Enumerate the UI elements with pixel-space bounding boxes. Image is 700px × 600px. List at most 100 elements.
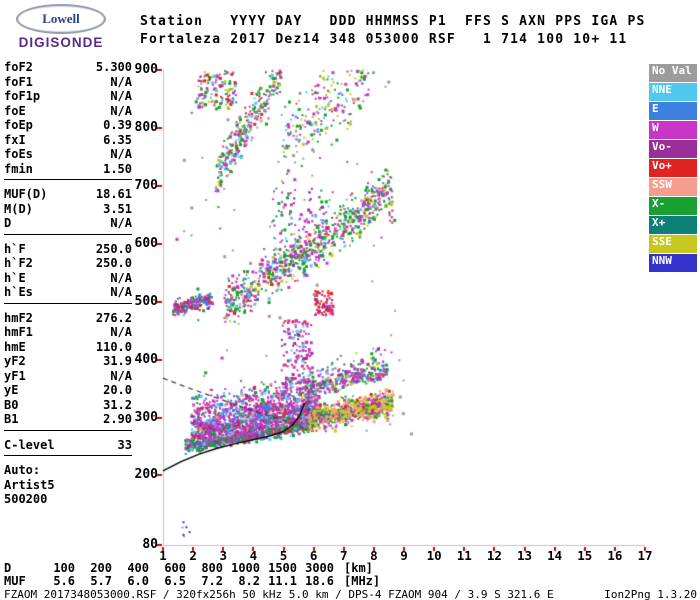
param-row-fof2: foF2 5.300 (4, 60, 132, 75)
legend-item-nne: NNE (649, 83, 697, 101)
param-row-h-e: h`E N/A (4, 271, 132, 286)
param-label: C-level (4, 437, 55, 452)
legend-item-e: E (649, 102, 697, 120)
param-label: hmF2 (4, 310, 33, 325)
distance-row-label: D (4, 561, 12, 575)
param-group: hmF2 276.2 hmF1 N/A hmE 110.0 yF2 31.9 yF1 N/A yE 2… (4, 311, 132, 431)
param-label: fxI (4, 132, 26, 147)
y-tick-label: 200 (134, 467, 158, 483)
param-row-hmf1: hmF1 N/A (4, 325, 132, 340)
status-file-info: FZAOM_2017348053000.RSF / 320fx256h 50 k… (4, 588, 554, 600)
param-value: N/A (110, 103, 132, 118)
param-row-hme: hmE 110.0 (4, 340, 132, 355)
param-row-fof1: foF1 N/A (4, 75, 132, 90)
param-value: 1.50 (103, 161, 132, 176)
param-label: D (4, 216, 12, 230)
param-value: N/A (110, 285, 132, 299)
param-value: N/A (110, 147, 132, 161)
param-row-auto: Auto: (4, 463, 132, 478)
muf-row-cell: 18.6 (305, 574, 334, 588)
param-value: 250.0 (95, 241, 132, 256)
param-value: N/A (110, 270, 132, 285)
x-tick-label: 3 (219, 548, 228, 563)
station-header-values: Fortaleza 2017 Dez14 348 053000 RSF 1 71… (140, 32, 628, 47)
param-label: hmE (4, 339, 26, 354)
param-group: C-level 33 (4, 438, 132, 456)
distance-row-cell: 3000 (305, 561, 334, 575)
y-tick-label: 80 (142, 537, 158, 552)
y-tick-label: 700 (134, 177, 158, 193)
distance-row-cell: 600 (164, 561, 186, 575)
param-row-h-f2: h`F2 250.0 (4, 256, 132, 271)
muf-row-cell: 5.7 (90, 574, 112, 588)
x-tick-label: 1 (159, 548, 167, 563)
param-label: h`E (4, 270, 26, 285)
param-value: N/A (110, 325, 132, 339)
param-row-500200: 500200 (4, 492, 132, 507)
param-row-h-es: h`Es N/A (4, 285, 132, 300)
legend-item-ssw: SSW (649, 178, 697, 196)
echo-direction-legend: No Val NNE E W Vo- Vo+ SSW X- X+ SSE NNW (649, 64, 697, 273)
param-label: h`F2 (4, 256, 33, 270)
x-tick-label: 16 (607, 548, 623, 563)
distance-row-cell: 800 (201, 561, 223, 575)
param-group: MUF(D) 18.61 M(D) 3.51 D N/A (4, 187, 132, 235)
param-value: 250.0 (95, 256, 132, 270)
logo-lowell-text: Lowell (42, 11, 80, 26)
distance-row-unit: [km] (344, 561, 373, 575)
distance-row-cell: 1500 (268, 561, 297, 575)
param-value: 2.90 (103, 412, 132, 426)
lowell-digisonde-logo: Lowell DIGISONDE (6, 4, 116, 50)
muf-row-cell: 7.2 (201, 574, 223, 588)
param-row-c-level: C-level 33 (4, 438, 132, 453)
param-row-artist5: Artist5 (4, 478, 132, 493)
y-tick-label: 300 (134, 409, 158, 425)
legend-item-sse: SSE (649, 235, 697, 253)
param-group: Auto: Artist5 500200 (4, 463, 132, 510)
param-row-foe: foE N/A (4, 104, 132, 119)
y-tick-label: 400 (134, 351, 158, 367)
muf-row-unit: [MHz] (344, 574, 381, 588)
param-label: B0 (4, 397, 19, 412)
param-label: foF1 (4, 74, 33, 89)
status-bar: FZAOM_2017348053000.RSF / 320fx256h 50 k… (4, 588, 697, 600)
param-label: B1 (4, 412, 19, 426)
muf-row-cell: 6.5 (164, 574, 186, 588)
y-tick-label: 900 (134, 62, 158, 77)
y-tick-label: 800 (134, 119, 158, 135)
x-tick-label: 14 (547, 548, 563, 563)
status-program-version: Ion2Png 1.3.20 (604, 588, 697, 600)
param-value: 3.51 (103, 201, 132, 216)
muf-row-cell: 5.6 (53, 574, 75, 588)
param-label: foF1p (4, 89, 41, 103)
param-label: yF1 (4, 368, 26, 383)
param-value: 276.2 (95, 310, 132, 325)
param-value: N/A (110, 368, 132, 383)
legend-item-x: X+ (649, 216, 697, 234)
distance-muf-table: D 100 200 400 600 800 1000 1500 3000 [km] MUF 5.6 5.… (4, 562, 380, 588)
x-tick-label: 4 (249, 548, 258, 563)
distance-row: D 100 200 400 600 800 1000 1500 3000 [km] (4, 562, 380, 575)
param-group: foF2 5.300 foF1 N/A foF1p N/A foE N/A foEp 0.39 fx… (4, 60, 132, 180)
parameter-panel: foF2 5.300 foF1 N/A foF1p N/A foE N/A foEp 0.39 fx… (4, 60, 132, 517)
x-tick-label: 10 (426, 548, 442, 563)
param-value: 31.2 (103, 397, 132, 412)
param-value: 18.61 (95, 187, 132, 201)
param-value: 20.0 (103, 383, 132, 397)
param-row-foes: foEs N/A (4, 147, 132, 162)
x-tick-label: 15 (577, 548, 593, 563)
x-tick-label: 7 (339, 548, 348, 563)
param-value: 5.300 (95, 60, 132, 74)
param-group: h`F 250.0 h`F2 250.0 h`E N/A h`Es N/A (4, 242, 132, 304)
param-value: 110.0 (95, 339, 132, 354)
x-tick-label: 17 (637, 548, 653, 563)
legend-item-vo: Vo+ (649, 159, 697, 177)
param-row-b1: B1 2.90 (4, 412, 132, 427)
param-row-ye: yE 20.0 (4, 383, 132, 398)
y-tick-label: 600 (134, 235, 158, 251)
x-tick-label: 5 (279, 548, 288, 563)
param-value: N/A (110, 216, 132, 230)
param-label: Artist5 (4, 477, 55, 492)
muf-row: MUF 5.6 5.7 6.0 6.5 7.2 8.2 11.1 18.6 [MHz] (4, 575, 380, 588)
